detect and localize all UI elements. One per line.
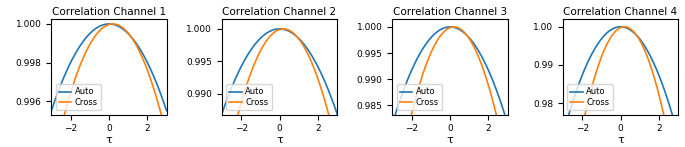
Legend: Auto, Cross: Auto, Cross <box>55 84 101 111</box>
Cross <box>402 136 410 138</box>
Cross <box>279 28 288 30</box>
Auto <box>333 113 341 115</box>
Cross <box>434 38 442 40</box>
Auto <box>218 113 226 115</box>
Line: Cross: Cross <box>393 27 508 147</box>
Auto <box>85 34 93 35</box>
Auto <box>162 110 171 112</box>
Line: Auto: Auto <box>222 29 337 114</box>
Title: Correlation Channel 2: Correlation Channel 2 <box>223 7 336 17</box>
Auto <box>131 41 139 42</box>
Cross <box>597 59 605 60</box>
Cross <box>473 51 481 53</box>
Cross <box>131 42 139 44</box>
Cross <box>461 32 469 34</box>
Auto <box>674 134 682 136</box>
Auto <box>402 82 410 84</box>
X-axis label: τ: τ <box>617 135 624 145</box>
Auto <box>604 31 612 32</box>
Auto <box>632 34 640 35</box>
Title: Correlation Channel 1: Correlation Channel 1 <box>52 7 166 17</box>
Cross <box>264 39 272 40</box>
Auto <box>290 34 299 36</box>
Cross <box>290 33 299 35</box>
Cross <box>643 55 651 57</box>
Auto <box>597 39 605 41</box>
Legend: Auto, Cross: Auto, Cross <box>226 84 272 111</box>
Auto <box>132 41 140 43</box>
Cross <box>162 135 171 136</box>
Auto <box>573 89 581 91</box>
Auto <box>47 110 55 112</box>
Auto <box>643 49 651 51</box>
Auto <box>264 32 272 33</box>
Auto <box>275 28 284 30</box>
Auto <box>302 46 310 48</box>
Cross <box>302 49 310 51</box>
X-axis label: τ: τ <box>276 135 283 145</box>
Cross <box>120 28 128 30</box>
Cross <box>256 52 264 54</box>
Cross <box>232 122 240 124</box>
Cross <box>93 33 101 35</box>
Auto <box>388 123 397 125</box>
Cross <box>85 45 93 47</box>
Line: Auto: Auto <box>51 24 166 111</box>
Auto <box>426 38 434 40</box>
X-axis label: τ: τ <box>105 135 112 145</box>
X-axis label: τ: τ <box>447 135 453 145</box>
Cross <box>450 26 458 28</box>
Auto <box>301 45 310 47</box>
Line: Auto: Auto <box>563 27 678 135</box>
Line: Cross: Cross <box>222 29 337 147</box>
Legend: Auto, Cross: Auto, Cross <box>567 84 612 111</box>
Auto <box>473 47 481 48</box>
Cross <box>426 54 434 56</box>
Auto <box>446 26 454 28</box>
Cross <box>621 26 629 28</box>
Auto <box>105 23 113 25</box>
Auto <box>503 123 512 125</box>
Auto <box>61 73 69 75</box>
Auto <box>232 77 240 79</box>
Auto <box>256 38 264 40</box>
Legend: Auto, Cross: Auto, Cross <box>397 84 443 111</box>
Auto <box>616 26 625 28</box>
Line: Cross: Cross <box>51 24 166 147</box>
Cross <box>472 50 480 52</box>
Auto <box>93 27 101 29</box>
Cross <box>643 54 651 55</box>
Cross <box>301 48 310 50</box>
Auto <box>120 29 128 31</box>
Title: Correlation Channel 3: Correlation Channel 3 <box>393 7 507 17</box>
Cross <box>632 33 640 35</box>
Line: Cross: Cross <box>563 27 678 147</box>
Cross <box>132 43 140 45</box>
Cross <box>109 23 117 25</box>
Auto <box>559 134 567 136</box>
Auto <box>643 48 651 50</box>
Cross <box>61 111 69 112</box>
Cross <box>604 40 612 42</box>
Line: Auto: Auto <box>393 27 508 124</box>
Auto <box>434 30 442 32</box>
Auto <box>461 33 469 35</box>
Auto <box>472 46 480 47</box>
Title: Correlation Channel 4: Correlation Channel 4 <box>564 7 677 17</box>
